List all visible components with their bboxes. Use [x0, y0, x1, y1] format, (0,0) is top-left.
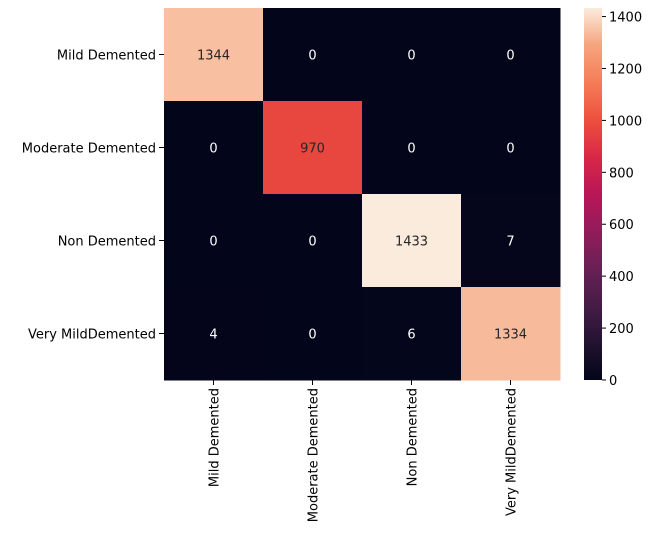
colorbar-ticks: 0 200 400 600 800 1000 1200 1400 — [602, 11, 642, 389]
cell-annotation: 0 — [209, 142, 217, 157]
row-label: Non Demented — [58, 235, 156, 250]
heatmap-cell — [461, 8, 561, 102]
cell-annotation: 1344 — [197, 49, 230, 64]
column-label: Moderate Demented — [307, 388, 322, 522]
heatmap-cell — [164, 287, 264, 381]
cell-annotation: 970 — [300, 142, 325, 157]
heatmap-cell — [362, 194, 462, 288]
colorbar-tick-label: 400 — [609, 270, 634, 285]
heatmap-cells: 1344 0 0 0 0 970 0 0 0 0 1433 7 4 0 6 1334 — [164, 8, 561, 381]
cell-annotation: 6 — [407, 328, 415, 343]
colorbar-tick-label: 800 — [609, 166, 634, 181]
cell-annotation: 1433 — [395, 235, 428, 250]
colorbar-tick-label: 0 — [609, 374, 617, 389]
cell-annotation: 0 — [407, 49, 415, 64]
colorbar-tick-label: 1200 — [609, 62, 642, 77]
row-label: Mild Demented — [57, 49, 156, 64]
column-labels: Mild Demented Moderate Demented Non Dement… — [208, 380, 520, 522]
column-label: Non Demented — [406, 388, 421, 486]
cell-annotation: 7 — [506, 235, 514, 250]
colorbar-tick-label: 1400 — [609, 11, 642, 26]
heatmap-cell — [164, 194, 264, 288]
column-label: Very MildDemented — [505, 388, 520, 516]
heatmap-cell — [461, 101, 561, 195]
cell-annotation: 4 — [209, 328, 217, 343]
cell-annotation: 0 — [506, 49, 514, 64]
row-label: Moderate Demented — [22, 142, 156, 157]
heatmap-cell — [362, 101, 462, 195]
colorbar — [584, 8, 602, 380]
row-labels: Mild Demented Moderate Demented Non Dement… — [22, 49, 164, 343]
heatmap-cell — [461, 194, 561, 288]
cell-annotation: 0 — [506, 142, 514, 157]
colorbar-tick-label: 1000 — [609, 114, 642, 129]
heatmap-cell — [263, 194, 363, 288]
cell-annotation: 0 — [308, 328, 316, 343]
heatmap-cell — [164, 101, 264, 195]
heatmap-cell — [263, 287, 363, 381]
row-label: Very MildDemented — [28, 328, 156, 343]
heatmap-cell — [461, 287, 561, 381]
colorbar-tick-label: 600 — [609, 218, 634, 233]
cell-annotation: 0 — [407, 142, 415, 157]
heatmap-cell — [164, 8, 264, 102]
colorbar-tick-label: 200 — [609, 322, 634, 337]
cell-annotation: 1334 — [494, 328, 527, 343]
cell-annotation: 0 — [209, 235, 217, 250]
heatmap-cell — [362, 287, 462, 381]
column-label: Mild Demented — [208, 388, 223, 487]
heatmap-cell — [263, 8, 363, 102]
cell-annotation: 0 — [308, 49, 316, 64]
cell-annotation: 0 — [308, 235, 316, 250]
heatmap-cell — [362, 8, 462, 102]
heatmap-cell — [263, 101, 363, 195]
